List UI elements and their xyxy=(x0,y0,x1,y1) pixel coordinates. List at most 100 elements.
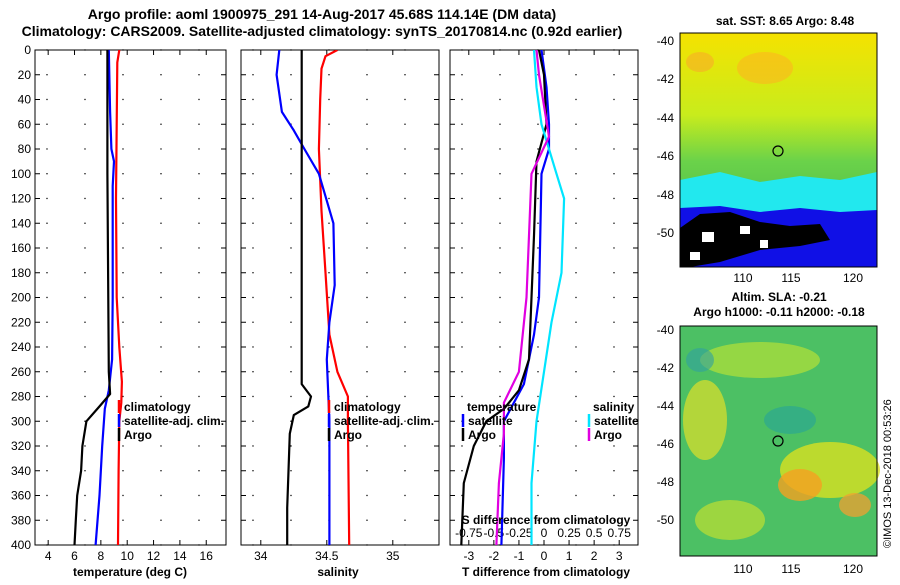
sla-xtick: 120 xyxy=(843,562,863,576)
temperature-legend: climatology satellite-adj. clim. Argo xyxy=(117,400,224,442)
grid-dot xyxy=(404,371,406,373)
grid-dot xyxy=(252,420,254,422)
grid-dot xyxy=(46,494,48,497)
grid-dot xyxy=(122,272,124,274)
grid-dot xyxy=(290,74,292,76)
y-tick-label: 20 xyxy=(18,68,32,82)
grid-dot xyxy=(575,197,577,200)
grid-dot xyxy=(160,321,162,323)
sst-ytick: -48 xyxy=(657,188,675,202)
sst-xtick: 115 xyxy=(781,271,800,285)
grid-dot xyxy=(84,346,86,348)
grid-dot xyxy=(46,470,48,472)
grid-dot xyxy=(366,123,368,125)
grid-dot xyxy=(160,173,162,175)
grid-dot xyxy=(575,98,577,101)
grid-dot xyxy=(160,148,162,150)
grid-dot xyxy=(461,296,463,299)
grid-dot xyxy=(328,296,330,299)
grid-dot xyxy=(160,494,162,497)
grid-dot xyxy=(366,98,368,101)
sst-map-frame xyxy=(679,32,878,268)
y-tick-label: 60 xyxy=(18,117,32,131)
grid-dot xyxy=(461,123,463,125)
grid-dot xyxy=(461,395,463,398)
grid-dot xyxy=(84,519,86,521)
grid-dot xyxy=(366,148,368,150)
sla-ytick: -44 xyxy=(657,399,675,413)
grid-dot xyxy=(122,321,124,323)
grid-dot xyxy=(290,395,292,398)
grid-dot xyxy=(84,494,86,497)
y-tick-label: 240 xyxy=(11,340,31,354)
legend-salinity-header: salinity xyxy=(593,400,635,414)
x-tick-label: -3 xyxy=(463,549,474,563)
grid-dot xyxy=(160,470,162,472)
sst-white-cell xyxy=(702,232,714,242)
grid-dot xyxy=(84,98,86,101)
grid-dot xyxy=(404,494,406,497)
grid-dot xyxy=(537,222,539,224)
grid-dot xyxy=(328,98,330,101)
sst-white-cell xyxy=(740,226,750,234)
grid-dot xyxy=(84,123,86,125)
grid-dot xyxy=(366,197,368,200)
grid-dot xyxy=(499,148,501,150)
grid-dot xyxy=(366,346,368,348)
grid-dot xyxy=(160,445,162,447)
y-tick-label: 300 xyxy=(11,414,31,428)
grid-dot xyxy=(84,74,86,76)
sst-warm-patch xyxy=(737,52,793,84)
grid-dot xyxy=(613,296,615,299)
grid-dot xyxy=(252,98,254,101)
grid-dot xyxy=(537,519,539,521)
grid-dot xyxy=(198,247,200,249)
grid-dot xyxy=(404,123,406,125)
grid-dot xyxy=(499,247,501,249)
grid-dot xyxy=(575,222,577,224)
grid-dot xyxy=(575,346,577,348)
grid-dot xyxy=(461,346,463,348)
grid-dot xyxy=(46,321,48,323)
grid-dot xyxy=(404,296,406,299)
grid-dot xyxy=(46,544,48,546)
argo-location-marker xyxy=(772,435,784,447)
sla-patch xyxy=(686,348,714,372)
grid-dot xyxy=(122,395,124,398)
grid-dot xyxy=(537,445,539,447)
y-tick-label: 200 xyxy=(11,291,31,305)
sla-patch xyxy=(839,493,871,517)
legend-t-satellite: satellite xyxy=(468,414,513,428)
grid-dot xyxy=(461,272,463,274)
grid-dot xyxy=(252,123,254,125)
grid-dot xyxy=(575,272,577,274)
grid-dot xyxy=(328,197,330,200)
sla-xtick: 110 xyxy=(733,562,752,576)
grid-dot xyxy=(366,494,368,497)
grid-dot xyxy=(613,470,615,472)
grid-dot xyxy=(613,197,615,200)
grid-dot xyxy=(461,247,463,249)
grid-dot xyxy=(160,371,162,373)
grid-dot xyxy=(122,346,124,348)
grid-dot xyxy=(575,148,577,150)
x-tick-label: 4 xyxy=(45,549,52,563)
temperature-chart: 0 20 40 60 80 100 120 140 160 180 200 220 240 260 280 3… xyxy=(11,43,226,563)
sla-patch xyxy=(778,469,822,501)
grid-dot xyxy=(122,494,124,497)
y-tick-label: 160 xyxy=(11,241,31,255)
grid-dot xyxy=(46,519,48,521)
grid-dot xyxy=(404,173,406,175)
grid-dot xyxy=(198,544,200,546)
grid-dot xyxy=(613,519,615,521)
difference-plot-frame xyxy=(449,49,639,546)
grid-dot xyxy=(160,247,162,249)
grid-dot xyxy=(252,544,254,546)
grid-dot xyxy=(328,222,330,224)
y-tick-label: 80 xyxy=(18,142,32,156)
grid-dot xyxy=(84,49,86,51)
sla-patch xyxy=(700,342,820,378)
grid-dot xyxy=(198,272,200,274)
grid-dot xyxy=(499,272,501,274)
series-line-climatology xyxy=(317,50,351,545)
